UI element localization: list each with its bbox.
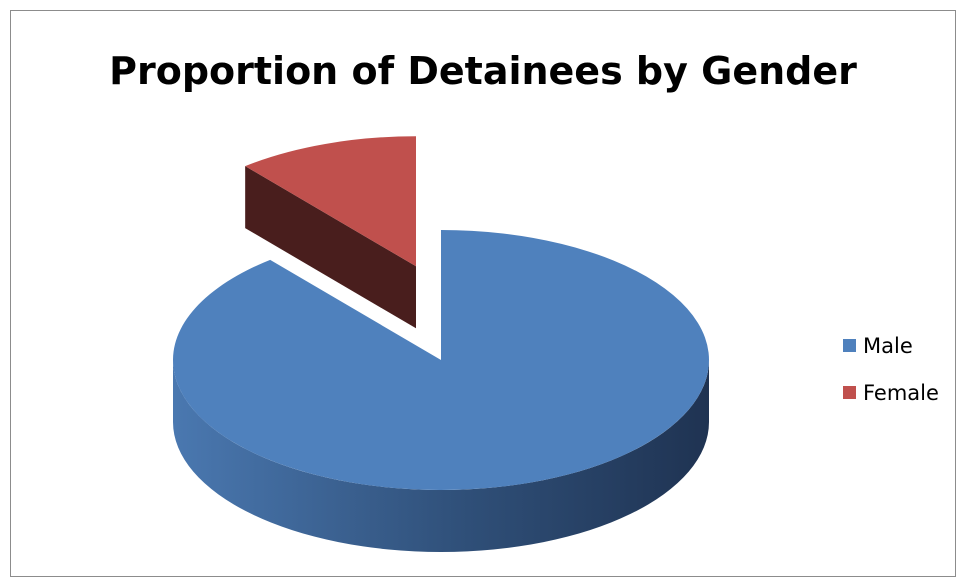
pie-slices [173,136,710,552]
legend-item-female: Female [843,381,939,405]
pie-slice-female [245,136,417,329]
pie-slice-male [173,230,710,552]
legend-label: Male [863,334,913,358]
legend-item-male: Male [843,334,913,358]
legend-swatch [843,339,856,352]
legend-swatch [843,386,856,399]
legend-label: Female [863,381,939,405]
chart-title: Proportion of Detainees by Gender [109,49,857,93]
legend: Male Female [843,334,939,405]
